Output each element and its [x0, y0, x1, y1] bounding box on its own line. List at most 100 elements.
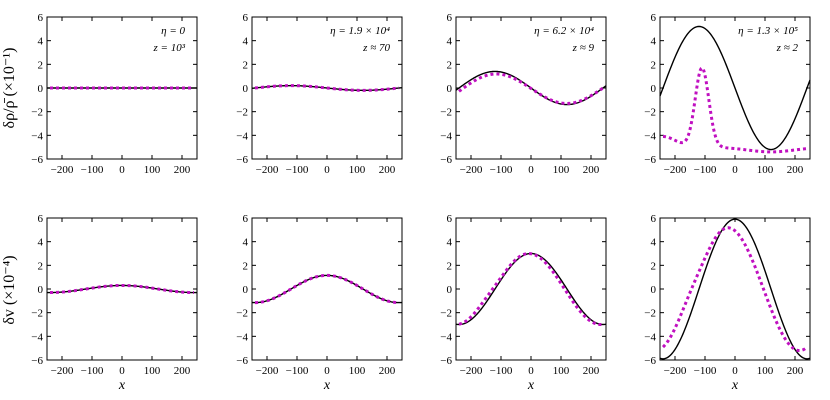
y-tick-label: 0 [447, 284, 453, 296]
x-tick-label: −200 [664, 365, 687, 377]
x-axis-label: x [118, 378, 126, 393]
panel-annotation: η = 1.3 × 10⁵ [738, 25, 798, 37]
y-tick-label: −6 [31, 154, 43, 166]
y-tick-label: 2 [243, 59, 249, 71]
plot-frame [659, 217, 811, 361]
x-tick-label: −100 [490, 365, 513, 377]
series-exact-line [659, 25, 811, 151]
y-tick-label: 2 [38, 59, 44, 71]
x-tick-label: −200 [256, 365, 279, 377]
series-approx-line [254, 273, 400, 305]
x-tick-label: 0 [732, 365, 738, 377]
y-tick-label: 4 [447, 237, 453, 249]
y-tick-label: −6 [236, 355, 248, 367]
y-tick-label: 2 [447, 260, 453, 272]
y-tick-label: 4 [243, 237, 249, 249]
x-axis-label: x [731, 378, 739, 393]
y-tick-label: −6 [644, 355, 656, 367]
y-tick-label: −2 [644, 308, 656, 320]
x-tick-label: 200 [787, 365, 804, 377]
x-tick-label: 0 [732, 164, 738, 176]
y-tick-label: −4 [236, 130, 248, 142]
x-tick-label: 100 [757, 164, 774, 176]
panel-r1-c1: −6 −4 −2 0 2 4 6 −200 −100 0 100 200 η = 0 z = 10³ [31, 12, 198, 176]
x-tick-label: 0 [119, 164, 125, 176]
panel-annotation: η = 0 [161, 25, 185, 37]
y-tick-label: 2 [651, 59, 657, 71]
y-tick-label: −4 [236, 331, 248, 343]
x-tick-label: 200 [583, 164, 600, 176]
panel-annotation: η = 6.2 × 10⁴ [534, 25, 594, 37]
x-tick-label: 200 [379, 365, 396, 377]
y-tick-label: 4 [243, 36, 249, 48]
plot-frame [455, 217, 607, 361]
x-tick-label: −100 [490, 164, 513, 176]
series-approx-line [458, 72, 604, 105]
y-tick-label: −6 [236, 154, 248, 166]
panel-annotation: z ≈ 70 [362, 42, 390, 54]
y-tick-label: 4 [38, 237, 44, 249]
panel-r1-c3: −6 −4 −2 0 2 4 6 −200 −100 0 100 200 η = 6.2 × 10⁴ z … [440, 12, 607, 176]
y-tick-label: −4 [644, 331, 656, 343]
x-tick-label: −100 [694, 164, 717, 176]
x-tick-label: 100 [757, 365, 774, 377]
panel-r2-c1: −6 −4 −2 0 2 4 6 −200 −100 0 100 200 x [31, 213, 198, 393]
y-tick-label: 6 [447, 12, 453, 24]
x-tick-label: 100 [144, 164, 161, 176]
panel-r2-c3: −6 −4 −2 0 2 4 6 −200 −100 0 100 200 x [440, 213, 607, 393]
y-tick-label: −2 [440, 308, 452, 320]
y-tick-label: −6 [644, 154, 656, 166]
plot-frame [251, 217, 403, 361]
row1-ylabel: δρ/ρ̄ (×10⁻¹) [1, 48, 18, 129]
y-tick-label: 2 [447, 59, 453, 71]
y-tick-label: 0 [243, 83, 249, 95]
y-tick-label: −6 [440, 154, 452, 166]
y-tick-label: 6 [243, 213, 249, 225]
x-tick-label: 200 [174, 365, 191, 377]
y-tick-label: −4 [440, 331, 452, 343]
y-tick-label: 6 [38, 12, 44, 24]
y-tick-label: −6 [440, 355, 452, 367]
x-tick-label: −200 [256, 164, 279, 176]
plot-frame [46, 217, 198, 361]
y-tick-label: 6 [243, 12, 249, 24]
x-tick-label: −200 [460, 164, 483, 176]
y-tick-label: 6 [447, 213, 453, 225]
y-tick-label: 6 [651, 213, 657, 225]
x-axis-label: x [323, 378, 331, 393]
y-tick-label: 0 [38, 284, 44, 296]
x-tick-label: 0 [119, 365, 125, 377]
x-tick-label: 0 [324, 365, 330, 377]
y-tick-label: 4 [38, 36, 44, 48]
series-approx-line [662, 66, 808, 154]
panel-r2-c4: −6 −4 −2 0 2 4 6 −200 −100 0 100 200 x [644, 213, 811, 393]
y-tick-label: 4 [651, 237, 657, 249]
x-tick-label: −200 [51, 365, 74, 377]
panel-r2-c2: −6 −4 −2 0 2 4 6 −200 −100 0 100 200 x [236, 213, 403, 393]
x-tick-label: −100 [286, 164, 309, 176]
y-tick-label: 0 [651, 284, 657, 296]
y-tick-label: 6 [38, 213, 44, 225]
panel-annotation: z ≈ 2 [776, 42, 799, 54]
panel-annotation: z = 10³ [152, 42, 185, 54]
x-tick-label: 200 [787, 164, 804, 176]
x-tick-label: 200 [583, 365, 600, 377]
y-tick-label: −2 [440, 107, 452, 119]
y-tick-label: −6 [31, 355, 43, 367]
y-tick-label: 4 [447, 36, 453, 48]
series-approx-line [50, 283, 194, 295]
y-tick-label: −4 [644, 130, 656, 142]
y-tick-label: 0 [243, 284, 249, 296]
y-tick-label: 6 [651, 12, 657, 24]
y-tick-label: −2 [31, 308, 43, 320]
x-tick-label: 100 [349, 365, 366, 377]
y-tick-label: 4 [651, 36, 657, 48]
y-tick-label: −2 [236, 308, 248, 320]
y-tick-label: −2 [31, 107, 43, 119]
row2-ylabel: δv (×10⁻⁴) [1, 255, 18, 324]
x-tick-label: −200 [460, 365, 483, 377]
panel-r1-c4: −6 −4 −2 0 2 4 6 −200 −100 0 100 200 η = 1.3 × 10⁵ z … [644, 12, 811, 176]
y-tick-label: 2 [38, 260, 44, 272]
